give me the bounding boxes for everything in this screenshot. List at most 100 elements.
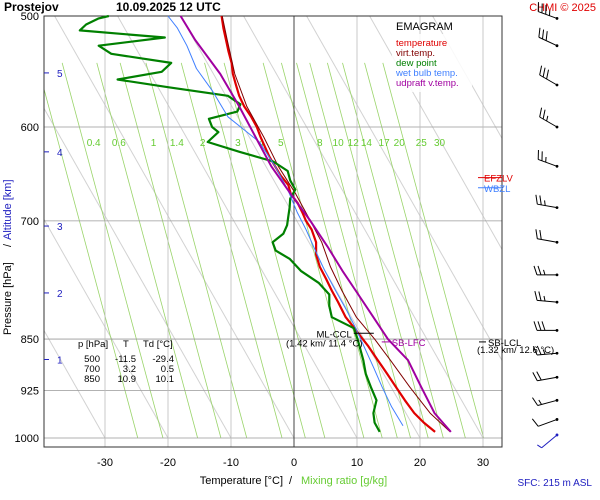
barb-shaft xyxy=(537,299,558,303)
mixing-ratio-label: 20 xyxy=(394,138,406,149)
y-axis-label-separator: / xyxy=(2,243,14,247)
table-cell: -29.4 xyxy=(152,354,174,365)
x-tick-label: -10 xyxy=(223,457,239,469)
annotation-label: EFZLV xyxy=(484,174,514,185)
annotation-label: ML-CCL xyxy=(316,329,351,340)
x-axis-label-temperature: Temperature [°C] xyxy=(200,475,283,487)
adiabat-line xyxy=(306,16,502,362)
adiabat-line xyxy=(180,16,421,439)
altitude-tick-label: 2 xyxy=(57,289,63,300)
barb-station xyxy=(555,83,559,87)
barb-station xyxy=(555,351,559,355)
mixing-ratio-line xyxy=(364,62,466,439)
barb-station xyxy=(555,125,559,129)
pressure-tick-label: 700 xyxy=(21,216,39,228)
barb-shaft xyxy=(538,418,558,427)
barb-flag xyxy=(532,372,538,381)
adiabat-line xyxy=(44,107,232,439)
legend-item: virt.temp. xyxy=(396,48,435,59)
table-cell: 850 xyxy=(84,374,100,385)
series-udpraft-v-temp xyxy=(179,15,452,433)
barb-half-flag xyxy=(537,444,542,449)
x-axis-label-mixing-ratio: Mixing ratio [g/kg] xyxy=(301,475,387,487)
wind-barb xyxy=(539,65,559,87)
series-wet-bulb-temp xyxy=(167,15,404,426)
mixing-ratio-line xyxy=(204,62,306,439)
annotation-label: (1.42 km/ 11.4 °C) xyxy=(286,339,362,350)
wind-barb xyxy=(535,194,559,210)
sfc-elevation: SFC: 215 m ASL xyxy=(518,478,593,489)
wind-barb xyxy=(537,149,559,168)
mixing-ratio-line xyxy=(281,62,383,439)
table-cell: 700 xyxy=(84,364,100,375)
barb-flag xyxy=(539,195,542,205)
barb-station xyxy=(555,300,559,304)
barb-flag xyxy=(542,29,545,39)
barb-flag xyxy=(546,69,549,80)
x-tick-label: -20 xyxy=(160,457,176,469)
barb-flag xyxy=(532,346,538,356)
barb-flag xyxy=(536,371,542,381)
barb-station xyxy=(555,164,559,168)
mixing-ratio-label: 0.6 xyxy=(112,138,126,149)
x-tick-label: -30 xyxy=(97,457,113,469)
mixing-ratio-label: 5 xyxy=(278,138,284,149)
series-temperature xyxy=(220,15,436,433)
series-virt-temp xyxy=(221,15,451,433)
wind-barb xyxy=(532,397,559,406)
mixing-ratio-label: 0.4 xyxy=(87,138,101,149)
legend-item: dew point xyxy=(396,58,437,69)
wind-barb xyxy=(537,2,559,20)
barb-flag xyxy=(535,229,538,239)
table-cell: -11.5 xyxy=(115,354,136,365)
pressure-tick-label: 925 xyxy=(21,386,39,398)
table-header: p [hPa] xyxy=(78,339,108,350)
mixing-ratio-label: 17 xyxy=(379,138,391,149)
barb-flag xyxy=(533,321,538,331)
adiabat-line xyxy=(432,16,502,140)
series-dew-point xyxy=(78,14,381,433)
barb-flag xyxy=(539,229,542,240)
barb-station xyxy=(555,44,559,48)
mixing-ratio-line xyxy=(309,62,411,439)
wind-barb xyxy=(533,265,559,277)
adiabat-line xyxy=(54,16,295,439)
y-axis-label-altitude: Altitude [km] xyxy=(2,179,14,240)
barb-flag xyxy=(534,291,538,301)
mixing-ratio-label: 1.4 xyxy=(170,138,184,149)
barb-shaft xyxy=(537,238,558,243)
station-name: Prostejov xyxy=(4,0,59,14)
wind-barb xyxy=(532,345,559,356)
barb-flag xyxy=(537,321,542,331)
altitude-tick-label: 1 xyxy=(57,355,63,366)
legend-item: temperature xyxy=(396,38,447,49)
mixing-ratio-label: 12 xyxy=(348,138,360,149)
barb-station xyxy=(555,273,559,277)
wind-barb xyxy=(539,107,559,129)
altitude-tick-label: 5 xyxy=(57,69,63,80)
annotation-label: WBZL xyxy=(484,184,510,195)
chart-title: EMAGRAM xyxy=(396,21,453,33)
mixing-ratio-line xyxy=(180,62,283,439)
mixing-ratio-label: 14 xyxy=(361,138,373,149)
wind-barb xyxy=(535,229,559,244)
sounding-table: p [hPa] T Td [°C] 500 -11.5 -29.4 700 3.2 0.5 850… xyxy=(78,339,174,385)
barb-half-flag xyxy=(543,295,546,302)
annotation-label: (1.32 km/ 12.6 °C) xyxy=(477,345,554,356)
barb-half-flag xyxy=(538,399,542,405)
barb-station xyxy=(555,328,559,332)
barb-station xyxy=(555,17,559,20)
barb-flag xyxy=(539,107,543,118)
mixing-ratio-line xyxy=(61,62,164,439)
barb-flag xyxy=(533,265,538,276)
barb-flag xyxy=(532,397,539,406)
x-tick-label: 30 xyxy=(477,457,489,469)
barb-shaft xyxy=(538,158,558,167)
barb-flag xyxy=(538,27,541,38)
barb-shaft xyxy=(539,116,558,128)
mixing-ratio-label: 2 xyxy=(200,138,206,149)
plot-area xyxy=(44,16,502,439)
barb-flag xyxy=(542,109,546,120)
